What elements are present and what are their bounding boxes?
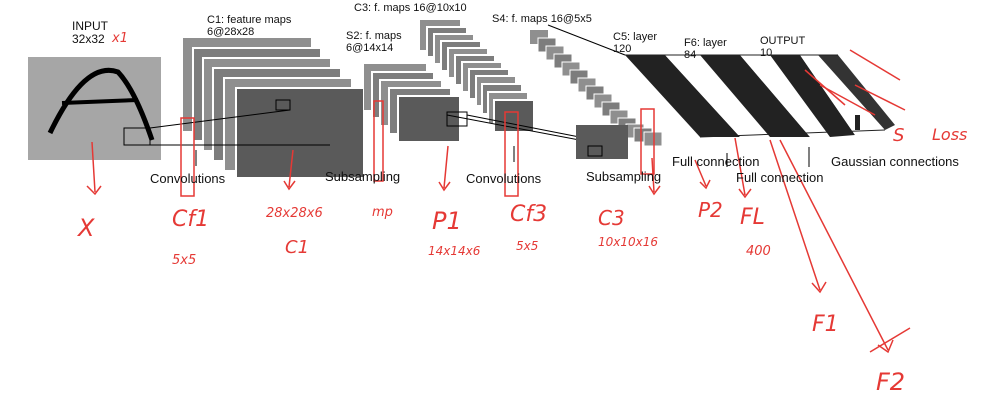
anno-x: X [78,214,95,242]
f6-size: 84 [684,49,697,61]
anno-p1-shape: 14x14x6 [428,244,481,258]
s4-receptive-field [587,145,603,157]
output-size: 10 [760,47,773,59]
op-conv2: Convolutions [466,171,542,186]
input-title: INPUT [72,19,108,33]
output-title: OUTPUT [760,35,806,47]
s2-size: 6@14x14 [346,42,394,54]
dense-layers [625,54,895,138]
s4-feature-maps [530,30,663,159]
c1-receptive-field [275,99,291,111]
s4-title: S4: f. maps 16@5x5 [492,13,592,25]
anno-cf1: Cf1 [172,207,210,232]
s2-title: S2: f. maps [346,30,402,42]
handwritten-a-glyph [47,67,155,141]
s2-feature-maps [364,64,461,143]
anno-fl: FL [740,205,765,230]
anno-c1: C1 [285,237,310,258]
red-annotation-strokes [86,49,911,354]
op-sub2: Subsampling [586,169,662,184]
conv1-connector [149,109,291,129]
c3-title: C3: f. maps 16@10x10 [354,2,467,14]
op-full1: Full connection [672,154,760,169]
anno-p1: P1 [432,207,462,235]
anno-f2: F2 [876,368,906,396]
anno-mp: mp [372,205,393,220]
anno-s: S [893,125,905,146]
anno-fl-size: 400 [746,244,771,259]
c1-feature-maps [183,38,365,179]
anno-cf3: Cf3 [510,202,548,227]
c5-size: 120 [613,43,632,55]
c3-feature-maps [420,20,535,133]
anno-f1: F1 [812,312,839,337]
input-size: 32x32 [72,32,105,46]
anno-cf3-size: 5x5 [516,239,539,253]
op-sub1: Subsampling [325,169,401,184]
c1-size: 6@28x28 [207,26,255,38]
anno-input-channels: x1 [112,31,128,46]
f6-title: F6: layer [684,37,727,49]
op-conv1: Convolutions [150,171,226,186]
anno-p2: P2 [698,198,723,222]
c5-title: C5: layer [613,31,658,43]
c3-top-line [547,24,626,56]
op-full2: Full connection [736,170,824,185]
anno-loss: Loss [932,125,968,144]
op-gauss: Gaussian connections [831,154,959,169]
input-receptive-field [123,127,151,146]
anno-c1-shape: 28x28x6 [266,206,323,221]
anno-c3-shape: 10x10x16 [598,235,659,249]
s2-receptive-field [446,111,468,127]
anno-cf1-size: 5x5 [172,253,197,268]
c1-title: C1: feature maps [207,14,292,26]
handwritten-a-crossbar [61,98,139,105]
anno-c3: C3 [598,206,625,230]
